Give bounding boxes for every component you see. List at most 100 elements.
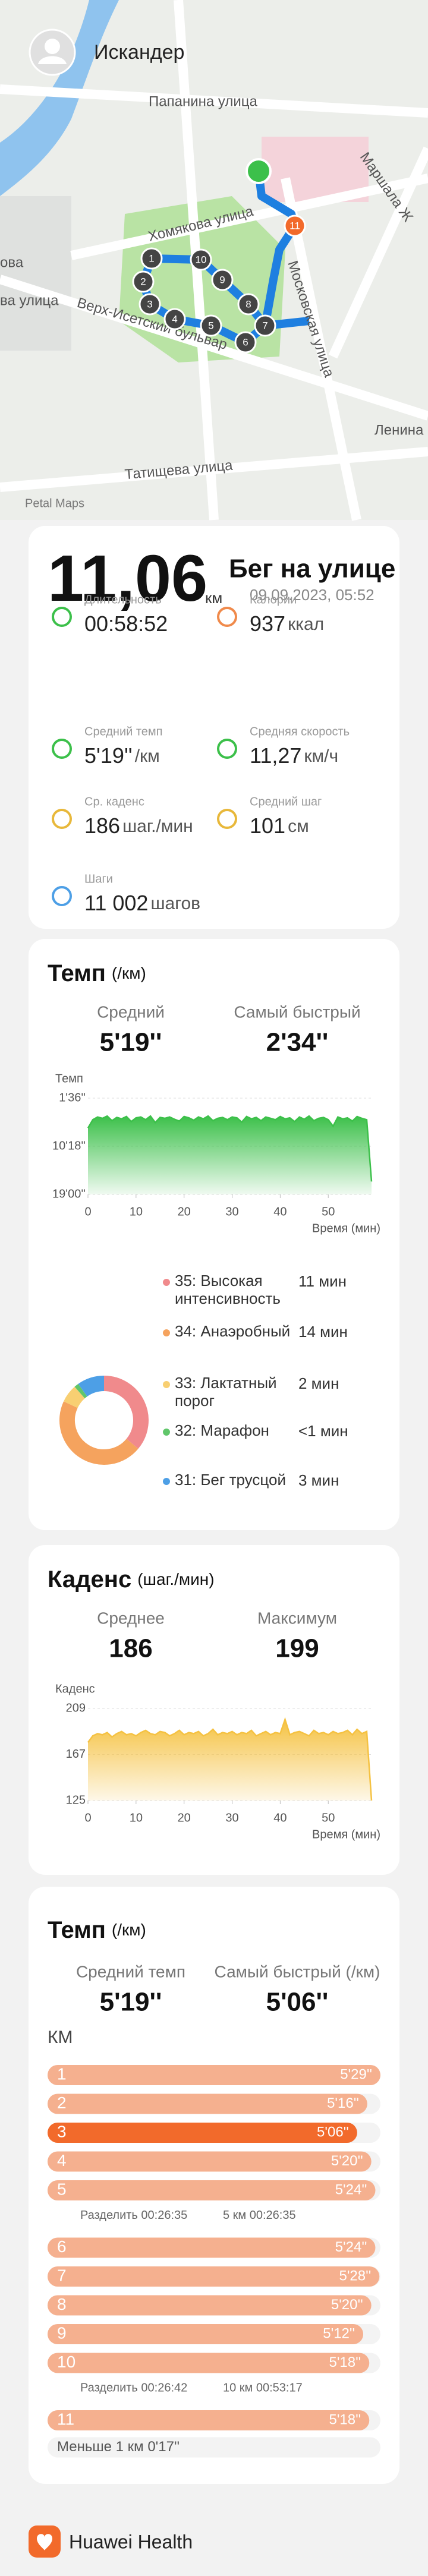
- map-label: ова: [0, 254, 24, 270]
- stat-label: Самый быстрый (/км): [215, 1962, 380, 1981]
- x-tick-label: 50: [322, 1205, 335, 1218]
- stat-label: Максимум: [257, 1609, 337, 1627]
- legend-label: 32: Марафон: [175, 1421, 269, 1439]
- bar-category: 6: [57, 2237, 67, 2256]
- stat-value: 5'19''/км: [84, 743, 160, 768]
- x-tick-label: 30: [225, 1205, 238, 1218]
- legend-item: 31: Бег трусцой: [175, 1471, 286, 1489]
- card-title-unit: (шаг./мин): [137, 1570, 214, 1588]
- stat-value: 11,27 км/ч: [250, 743, 338, 768]
- stat-label: Самый быстрый: [234, 1002, 360, 1021]
- y-axis-label: Темп: [55, 1072, 83, 1085]
- x-tick-label: 40: [273, 1205, 287, 1218]
- bar: [48, 2065, 380, 2085]
- value-label: 11 мин: [298, 1272, 347, 1290]
- map: Папанина улица Хомякова улица Верх-Исетс…: [0, 0, 428, 521]
- bar: [48, 2410, 370, 2430]
- split-total: 10 км 00:53:17: [223, 2381, 303, 2394]
- area: [88, 1719, 372, 1801]
- legend-item: 32: Марафон: [175, 1421, 269, 1439]
- river: [0, 0, 119, 196]
- split-label: Разделить 00:26:42: [80, 2381, 187, 2394]
- stat-icon: [217, 607, 237, 627]
- km-marker: [237, 293, 260, 316]
- x-tick-label: 20: [178, 1205, 191, 1218]
- stat-label: Шаги: [84, 872, 113, 885]
- legend-label: 33: Лактатный порог: [175, 1374, 277, 1410]
- stat-icon: [217, 809, 237, 829]
- y-axis-label: Каденс: [55, 1682, 95, 1695]
- stat-value: 5'06'': [266, 1988, 329, 2017]
- card-title-text: Темп: [48, 1917, 106, 1943]
- bar-category: 3: [57, 2122, 67, 2140]
- start-marker: [246, 158, 272, 184]
- card-title: Каденс (шаг./мин): [48, 1566, 215, 1593]
- legend-item: 35: Высокая интенсивность: [175, 1272, 281, 1307]
- stat-icon: [217, 739, 237, 759]
- activity: Бег на улице: [229, 554, 395, 584]
- bar-track: [48, 2437, 380, 2458]
- split-label: Разделить 00:26:35: [80, 2209, 187, 2222]
- bar-category: 10: [57, 2353, 75, 2371]
- distance: 11,06: [48, 542, 207, 615]
- bar-category: 4: [57, 2151, 67, 2170]
- x-axis-label: Время (мин): [312, 1828, 380, 1841]
- bar-category: 5: [57, 2180, 67, 2198]
- stat-label: Средний темп: [76, 1962, 185, 1981]
- stat-value: 101 см: [250, 814, 309, 838]
- value-label: 5'20'': [331, 2153, 363, 2169]
- stat-number: 00:58:52: [84, 611, 168, 636]
- km-marker-label: 4: [172, 313, 177, 324]
- donut-segment: [78, 1376, 105, 1397]
- stat-number: 186: [84, 814, 120, 838]
- value-label: 5'06'': [317, 2124, 349, 2140]
- value-label: 3 мин: [298, 1471, 339, 1489]
- stat-value: 11 002 шагов: [84, 891, 200, 915]
- stat-label: Длительность: [84, 593, 162, 606]
- stat-unit: /км: [135, 746, 160, 766]
- bar-category: 11: [57, 2410, 74, 2428]
- x-tick-label: 0: [84, 1811, 91, 1824]
- card-title-text: Темп: [48, 960, 106, 986]
- bar: [48, 2180, 376, 2200]
- stat-icon: [52, 607, 72, 627]
- km-marker-label: 5: [208, 320, 213, 331]
- km-marker: [139, 293, 161, 316]
- km-marker-label: 9: [219, 274, 225, 285]
- km-marker: [190, 248, 212, 271]
- km-marker-label: 2: [140, 276, 146, 287]
- block: [0, 196, 71, 351]
- bar: [48, 2123, 357, 2143]
- value-label: 5'24'': [335, 2239, 367, 2255]
- stat-label: Ср. каденс: [84, 795, 144, 808]
- stat-unit: см: [288, 816, 309, 836]
- area: [88, 1116, 372, 1194]
- stat-label: Средняя скорость: [250, 725, 350, 738]
- bar: [48, 2151, 372, 2172]
- donut-segment: [59, 1401, 139, 1465]
- km-marker: [132, 270, 155, 293]
- road: [328, 146, 428, 359]
- legend-label: 31: Бег трусцой: [175, 1471, 286, 1489]
- stat-unit: км/ч: [304, 746, 338, 766]
- distance-unit: км: [205, 589, 222, 607]
- bar: [48, 2353, 370, 2373]
- remainder: Меньше 1 км 0'17'': [57, 2439, 180, 2455]
- km-marker-label: 11: [289, 220, 300, 231]
- x-tick-label: 0: [84, 1205, 91, 1218]
- line: [87, 1115, 373, 1182]
- km-marker: [254, 314, 276, 337]
- card-title: Темп (/км): [48, 960, 146, 986]
- y-tick-label: 209: [66, 1701, 86, 1714]
- stat-label: Калории: [250, 593, 297, 606]
- stat-icon: [52, 809, 72, 829]
- stat-number: 5'19'': [84, 743, 133, 768]
- y-tick-label: 10'18'': [52, 1139, 86, 1152]
- avatar-body: [38, 56, 67, 64]
- km-marker-label: 6: [243, 336, 248, 348]
- legend-item: 34: Анаэробный: [175, 1322, 290, 1340]
- value-label: 5'24'': [335, 2181, 367, 2197]
- stat-label: Средний: [97, 1002, 165, 1021]
